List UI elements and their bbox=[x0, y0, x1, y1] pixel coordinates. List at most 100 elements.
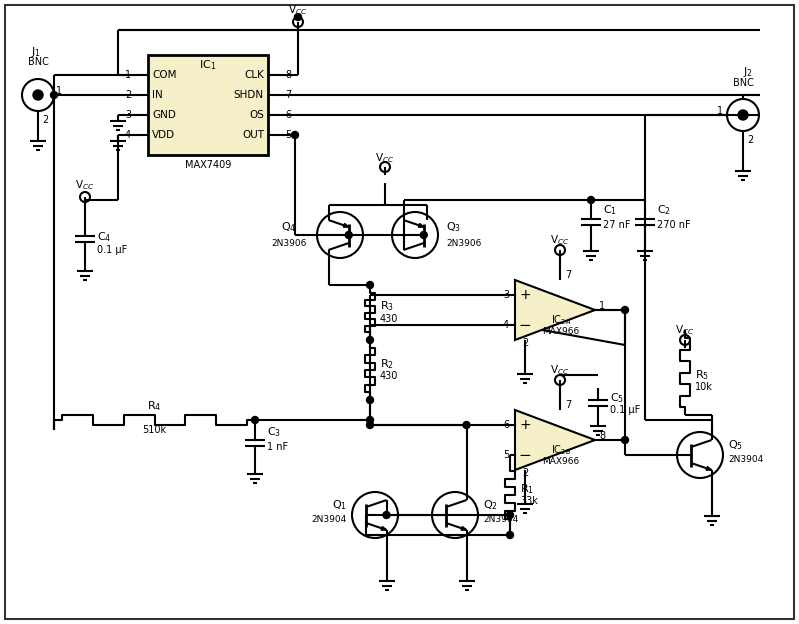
Text: 2N3904: 2N3904 bbox=[728, 456, 763, 464]
Text: 33k: 33k bbox=[520, 496, 538, 506]
Text: 430: 430 bbox=[380, 313, 399, 323]
Text: 10k: 10k bbox=[695, 383, 713, 392]
Circle shape bbox=[50, 92, 58, 99]
Polygon shape bbox=[515, 280, 595, 340]
Circle shape bbox=[383, 512, 390, 519]
Text: 0.1 μF: 0.1 μF bbox=[97, 245, 127, 255]
Text: Q$_3$: Q$_3$ bbox=[446, 220, 461, 234]
Text: V$_{CC}$: V$_{CC}$ bbox=[376, 151, 395, 165]
Text: 1 nF: 1 nF bbox=[267, 442, 288, 452]
Text: J$_2$: J$_2$ bbox=[743, 65, 753, 79]
Text: COM: COM bbox=[152, 70, 177, 80]
Polygon shape bbox=[419, 223, 423, 227]
Text: R$_3$: R$_3$ bbox=[380, 300, 394, 313]
Circle shape bbox=[367, 281, 373, 288]
Text: 2N3904: 2N3904 bbox=[483, 515, 519, 525]
Text: 2N3906: 2N3906 bbox=[272, 238, 307, 248]
Text: BNC: BNC bbox=[27, 57, 49, 67]
Text: V$_{CC}$: V$_{CC}$ bbox=[551, 363, 570, 377]
Text: 1: 1 bbox=[125, 70, 131, 80]
Text: 4: 4 bbox=[503, 320, 509, 330]
Text: MAX7409: MAX7409 bbox=[185, 160, 231, 170]
Circle shape bbox=[345, 232, 352, 238]
Text: 2: 2 bbox=[125, 90, 131, 100]
Circle shape bbox=[367, 416, 373, 424]
Circle shape bbox=[252, 416, 259, 424]
Circle shape bbox=[507, 512, 514, 519]
Text: 7: 7 bbox=[285, 90, 292, 100]
Circle shape bbox=[295, 14, 301, 21]
Text: 1: 1 bbox=[599, 301, 605, 311]
Polygon shape bbox=[381, 527, 387, 530]
Text: IN: IN bbox=[152, 90, 163, 100]
Text: IC$_1$: IC$_1$ bbox=[199, 58, 217, 72]
Polygon shape bbox=[515, 410, 595, 470]
Text: 430: 430 bbox=[380, 371, 399, 381]
Polygon shape bbox=[706, 467, 711, 470]
Text: 2: 2 bbox=[522, 468, 528, 478]
Text: 1: 1 bbox=[717, 106, 723, 116]
Text: VDD: VDD bbox=[152, 130, 175, 140]
Text: V$_{CC}$: V$_{CC}$ bbox=[288, 3, 308, 17]
Bar bbox=[148, 55, 268, 155]
Text: 4: 4 bbox=[125, 130, 131, 140]
Text: V$_{CC}$: V$_{CC}$ bbox=[75, 178, 94, 192]
Circle shape bbox=[622, 437, 629, 444]
Circle shape bbox=[367, 421, 373, 429]
Text: 6: 6 bbox=[503, 420, 509, 430]
Text: V$_{CC}$: V$_{CC}$ bbox=[675, 323, 694, 337]
Text: 2N3904: 2N3904 bbox=[312, 515, 347, 525]
Text: 2: 2 bbox=[42, 115, 48, 125]
Text: 2: 2 bbox=[747, 135, 753, 145]
Text: J$_1$: J$_1$ bbox=[31, 45, 41, 59]
Circle shape bbox=[463, 421, 470, 429]
Text: OUT: OUT bbox=[242, 130, 264, 140]
Text: 8: 8 bbox=[599, 431, 605, 441]
Text: 6: 6 bbox=[285, 110, 291, 120]
Text: R$_5$: R$_5$ bbox=[695, 369, 709, 383]
Text: 510k: 510k bbox=[142, 425, 166, 435]
Text: +: + bbox=[519, 288, 531, 302]
Circle shape bbox=[738, 110, 748, 120]
Text: C$_1$: C$_1$ bbox=[603, 203, 617, 217]
Text: R$_4$: R$_4$ bbox=[147, 399, 161, 413]
Text: C$_5$: C$_5$ bbox=[610, 391, 624, 405]
Text: 2: 2 bbox=[522, 338, 528, 348]
Text: 7: 7 bbox=[565, 400, 571, 410]
Circle shape bbox=[507, 532, 514, 539]
Text: Q$_1$: Q$_1$ bbox=[332, 498, 347, 512]
Circle shape bbox=[367, 336, 373, 343]
Text: R$_2$: R$_2$ bbox=[380, 357, 394, 371]
Text: −: − bbox=[519, 447, 531, 462]
Circle shape bbox=[622, 306, 629, 313]
Text: CLK: CLK bbox=[244, 70, 264, 80]
Text: 1: 1 bbox=[56, 86, 62, 96]
Text: 0.1 μF: 0.1 μF bbox=[610, 405, 640, 415]
Text: C$_2$: C$_2$ bbox=[657, 203, 671, 217]
Text: 3: 3 bbox=[125, 110, 131, 120]
Text: OS: OS bbox=[249, 110, 264, 120]
Text: 5: 5 bbox=[503, 450, 509, 460]
Text: 8: 8 bbox=[285, 70, 291, 80]
Text: IC$_{2A}$: IC$_{2A}$ bbox=[551, 313, 571, 327]
Text: V$_{CC}$: V$_{CC}$ bbox=[551, 233, 570, 247]
Text: MAX966: MAX966 bbox=[543, 457, 579, 467]
Text: R$_1$: R$_1$ bbox=[520, 482, 534, 496]
Text: GND: GND bbox=[152, 110, 176, 120]
Circle shape bbox=[33, 90, 43, 100]
Text: Q$_5$: Q$_5$ bbox=[728, 438, 743, 452]
Text: 5: 5 bbox=[285, 130, 292, 140]
Text: −: − bbox=[519, 318, 531, 333]
Text: C$_4$: C$_4$ bbox=[97, 230, 111, 244]
Circle shape bbox=[292, 132, 299, 139]
Text: BNC: BNC bbox=[733, 78, 753, 88]
Text: 2N3906: 2N3906 bbox=[446, 238, 481, 248]
Circle shape bbox=[367, 396, 373, 404]
Text: 3: 3 bbox=[503, 290, 509, 300]
Text: 7: 7 bbox=[565, 270, 571, 280]
Text: Q$_2$: Q$_2$ bbox=[483, 498, 498, 512]
Circle shape bbox=[420, 232, 427, 238]
Text: SHDN: SHDN bbox=[234, 90, 264, 100]
Text: C$_3$: C$_3$ bbox=[267, 425, 281, 439]
Text: 27 nF: 27 nF bbox=[603, 220, 630, 230]
